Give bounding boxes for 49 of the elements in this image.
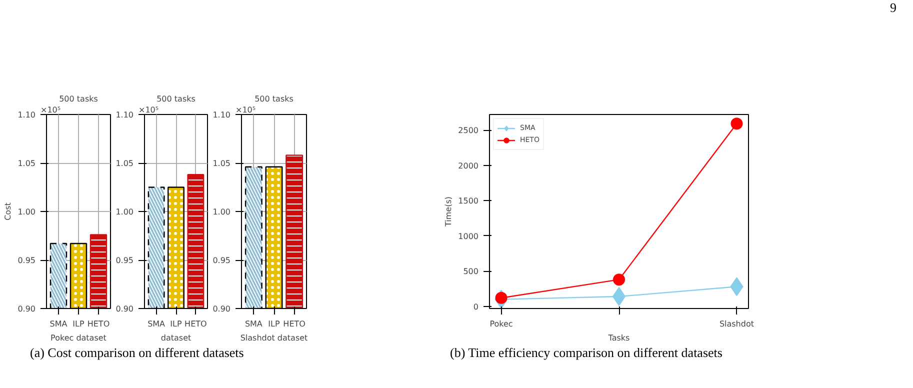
x-axis-title: dataset [160, 334, 192, 342]
x-tick-label: HETO [283, 320, 306, 328]
y-tick-label: 2000 [458, 161, 478, 170]
y-tick-label: 1.10 [116, 110, 134, 120]
x-tick-label: Pokec [490, 320, 513, 328]
y-tick-label: 1.10 [18, 110, 36, 120]
y-tick-label: 1.00 [212, 208, 230, 216]
y-tick-label: 0.95 [212, 256, 230, 265]
y-tick-label: 0 [473, 302, 479, 312]
y-tick-label: 500 [463, 267, 479, 276]
x-tick-label: HETO [184, 320, 207, 328]
x-axis-title: Tasks [607, 334, 630, 342]
text: ×10⁵ [40, 106, 61, 114]
y-tick-label: 1.00 [18, 208, 36, 216]
text: ×10⁵ [138, 106, 159, 114]
x-tick-label: ILP [72, 320, 84, 328]
x-tick-label: SMA [50, 320, 68, 328]
y-tick-label: 0.90 [116, 304, 134, 314]
chart-title: 500 tasks [59, 94, 98, 104]
y-tick-label: 1.00 [116, 208, 134, 216]
x-tick-label: SMA [148, 320, 166, 328]
y-tick-label: 0.90 [18, 304, 36, 314]
text: 9 [890, 0, 896, 15]
y-tick-label: 1.10 [212, 110, 230, 120]
y-tick-label: 0.95 [116, 256, 134, 265]
x-tick-label: Slashdot [719, 320, 754, 328]
chart-title: 500 tasks [156, 94, 196, 104]
x-tick-label: SMA [244, 320, 263, 328]
y-tick-label: 1500 [458, 196, 478, 206]
y-axis-title: Time(s) [444, 196, 454, 228]
x-tick-label: HETO [87, 320, 110, 328]
x-axis-title: Pokec dataset [50, 334, 106, 342]
x-tick-label: ILP [268, 320, 280, 328]
text: (b) Time efficiency comparison on different datasets [450, 345, 722, 360]
text: ×10⁵ [236, 106, 256, 114]
point [730, 118, 743, 130]
chart-title: 500 tasks [254, 94, 294, 104]
point [613, 274, 625, 286]
y-tick-label: 0.90 [212, 304, 230, 314]
y-tick-label: 1.05 [212, 159, 230, 168]
y-tick-label: 0.95 [18, 256, 36, 265]
x-tick-label: ILP [170, 320, 182, 328]
y-tick-label: 1.05 [116, 159, 134, 168]
y-tick-label: 1000 [458, 232, 478, 241]
text: (a) Cost comparison on different datasets [30, 345, 244, 360]
x-axis-title: Slashdot dataset [240, 334, 308, 342]
y-axis-title: Cost [4, 202, 13, 220]
y-tick-label: 1.05 [18, 159, 36, 168]
y-tick-label: 2500 [458, 126, 478, 136]
